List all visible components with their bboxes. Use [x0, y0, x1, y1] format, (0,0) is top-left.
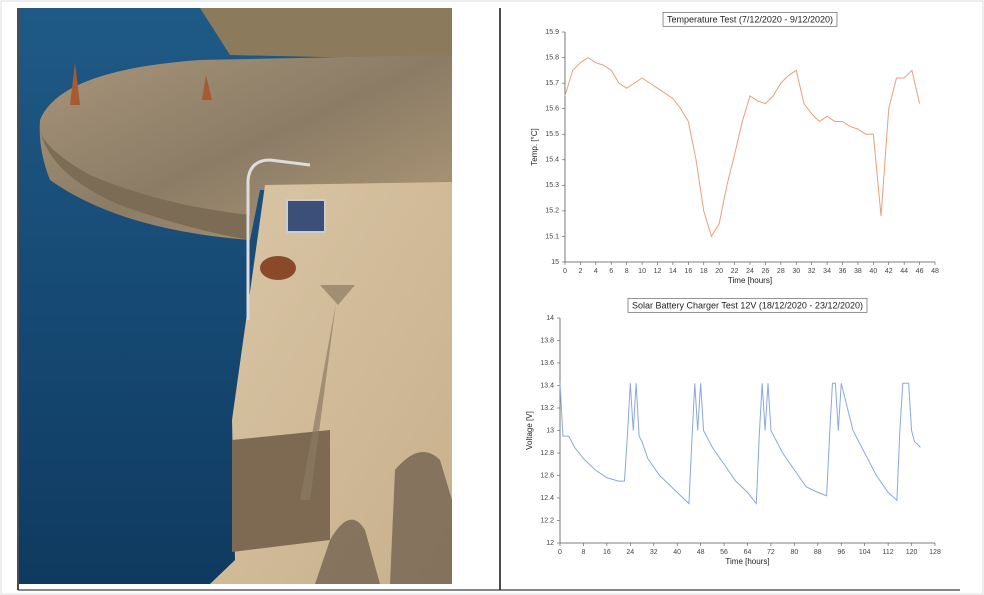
y-axis-label: Temp. [°C] — [530, 128, 539, 165]
x-tick-label: 128 — [929, 549, 941, 556]
y-tick-label: 13.6 — [540, 360, 554, 367]
y-tick-label: 15.4 — [545, 157, 559, 164]
figure: 15 15.1 15.2 15.3 15.4 15.5 15.6 15.7 15.8 15.9 0 2… — [0, 0, 984, 595]
x-tick-label: 48 — [697, 549, 705, 556]
x-tick-label: 40 — [869, 268, 877, 275]
y-tick-label: 15 — [551, 259, 559, 266]
x-tick-label: 4 — [594, 268, 598, 275]
x-tick-label: 80 — [790, 549, 798, 556]
x-tick-label: 18 — [700, 268, 708, 275]
y-tick-label: 13.2 — [540, 405, 554, 412]
x-tick-label: 12 — [654, 268, 662, 275]
x-tick-label: 0 — [563, 268, 567, 275]
x-tick-label: 14 — [669, 268, 677, 275]
y-tick-label: 15.2 — [545, 208, 559, 215]
data-line — [565, 58, 920, 237]
x-tick-label: 24 — [626, 549, 634, 556]
y-tick-label: 15.1 — [545, 233, 559, 240]
y-tick-label: 13 — [546, 427, 554, 434]
x-tick-label: 30 — [792, 268, 800, 275]
y-tick-label: 15.7 — [545, 80, 559, 87]
y-tick-label: 12.2 — [540, 517, 554, 524]
x-tick-label: 36 — [839, 268, 847, 275]
x-tick-label: 32 — [650, 549, 658, 556]
x-tick-label: 48 — [931, 268, 939, 275]
photo — [19, 8, 452, 584]
x-tick-label: 20 — [715, 268, 723, 275]
chart-title: Temperature Test (7/12/2020 - 9/12/2020) — [667, 14, 833, 24]
x-tick-label: 32 — [808, 268, 816, 275]
y-axis-label: Voltage [V] — [525, 411, 534, 450]
x-tick-label: 46 — [916, 268, 924, 275]
x-tick-label: 38 — [854, 268, 862, 275]
figure-canvas: 15 15.1 15.2 15.3 15.4 15.5 15.6 15.7 15.8 15.9 0 2… — [0, 0, 984, 595]
x-tick-label: 64 — [744, 549, 752, 556]
x-tick-label: 120 — [906, 549, 918, 556]
y-tick-label: 15.6 — [545, 106, 559, 113]
x-tick-label: 56 — [720, 549, 728, 556]
x-tick-label: 26 — [762, 268, 770, 275]
x-tick-label: 10 — [638, 268, 646, 275]
x-tick-label: 6 — [609, 268, 613, 275]
x-tick-label: 96 — [837, 549, 845, 556]
x-tick-label: 16 — [684, 268, 692, 275]
x-tick-label: 28 — [777, 268, 785, 275]
y-tick-label: 12 — [546, 540, 554, 547]
x-tick-label: 22 — [731, 268, 739, 275]
y-tick-label: 15.3 — [545, 182, 559, 189]
x-tick-label: 40 — [673, 549, 681, 556]
solar-panel — [287, 200, 325, 232]
x-axis-label: Time [hours] — [725, 557, 769, 566]
bollard — [260, 256, 296, 280]
y-tick-label: 15.5 — [545, 131, 559, 138]
x-tick-label: 44 — [900, 268, 908, 275]
x-tick-label: 34 — [823, 268, 831, 275]
x-tick-label: 8 — [581, 549, 585, 556]
data-line — [560, 383, 920, 503]
x-tick-label: 72 — [767, 549, 775, 556]
x-tick-label: 104 — [859, 549, 871, 556]
y-tick-label: 12.8 — [540, 450, 554, 457]
chart-title: Solar Battery Charger Test 12V (18/12/20… — [632, 300, 863, 310]
x-tick-label: 42 — [885, 268, 893, 275]
x-tick-label: 24 — [746, 268, 754, 275]
y-tick-label: 15.9 — [545, 29, 559, 36]
x-tick-label: 16 — [603, 549, 611, 556]
x-tick-label: 2 — [578, 268, 582, 275]
y-tick-label: 12.4 — [540, 495, 554, 502]
x-tick-label: 88 — [814, 549, 822, 556]
y-tick-label: 12.6 — [540, 472, 554, 479]
y-tick-label: 13.4 — [540, 382, 554, 389]
y-tick-label: 14 — [546, 315, 554, 322]
x-tick-label: 8 — [625, 268, 629, 275]
x-axis-label: Time [hours] — [728, 276, 772, 285]
x-tick-label: 112 — [883, 549, 894, 556]
y-tick-label: 13.8 — [540, 337, 554, 344]
far-wall — [200, 8, 452, 60]
x-tick-label: 0 — [558, 549, 562, 556]
y-tick-label: 15.8 — [545, 54, 559, 61]
